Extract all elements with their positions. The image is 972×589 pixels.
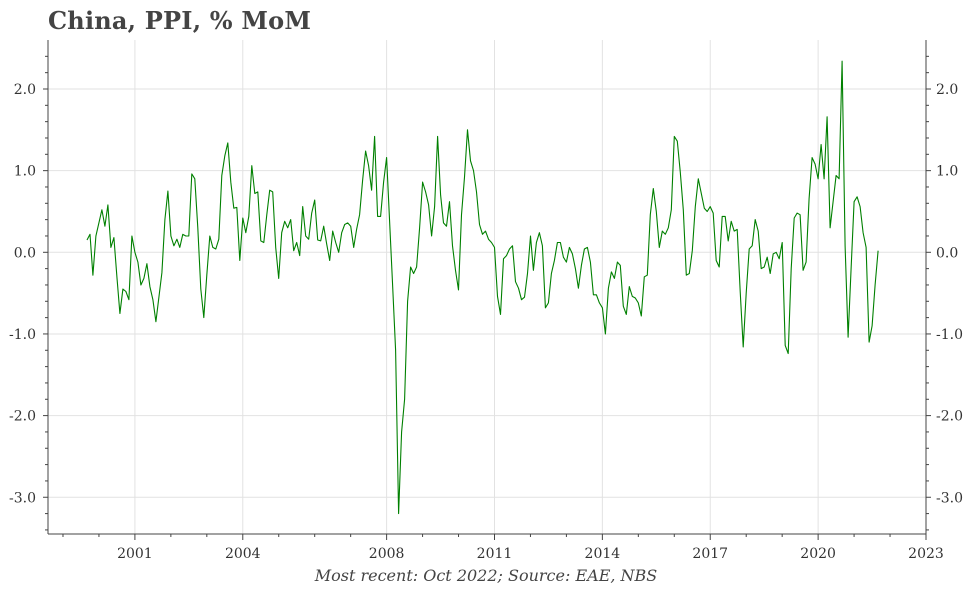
y-tick-label-right: 1.0 bbox=[936, 164, 958, 180]
x-tick-label: 2008 bbox=[369, 546, 405, 562]
grid-lines bbox=[48, 40, 927, 534]
y-tick-label-left: -2.0 bbox=[9, 409, 36, 425]
axes: 2.0 2.0 1.0 1.0 0.0 0.0 -1.0 -1.0 -2.0 -2.0 -3.0 -3… bbox=[9, 40, 963, 562]
y-tick-label-right: 2.0 bbox=[936, 82, 958, 98]
x-tick-label: 2001 bbox=[117, 546, 153, 562]
y-tick-label-left: -1.0 bbox=[9, 327, 36, 343]
x-tick-label: 2011 bbox=[477, 546, 513, 562]
y-tick-label-left: -3.0 bbox=[9, 490, 36, 506]
y-tick-label-right: -3.0 bbox=[936, 490, 963, 506]
x-tick-label: 2020 bbox=[800, 546, 836, 562]
x-tick-label: 2017 bbox=[692, 546, 728, 562]
y-tick-label-left: 2.0 bbox=[14, 82, 36, 98]
y-tick-label-right: -2.0 bbox=[936, 409, 963, 425]
series-layer bbox=[86, 60, 879, 515]
x-tick-label: 2004 bbox=[225, 546, 261, 562]
y-tick-label-left: 1.0 bbox=[14, 164, 36, 180]
y-tick-label-right: -1.0 bbox=[936, 327, 963, 343]
y-tick-label-right: 0.0 bbox=[936, 245, 958, 261]
source-caption: Most recent: Oct 2022; Source: EAE, NBS bbox=[314, 566, 658, 585]
x-tick-label: 2014 bbox=[585, 546, 621, 562]
chart-title: China, PPI, % MoM bbox=[48, 6, 312, 35]
y-tick-label-left: 0.0 bbox=[14, 245, 36, 261]
ppi-mom-line bbox=[86, 60, 879, 515]
x-tick-label: 2023 bbox=[908, 546, 944, 562]
